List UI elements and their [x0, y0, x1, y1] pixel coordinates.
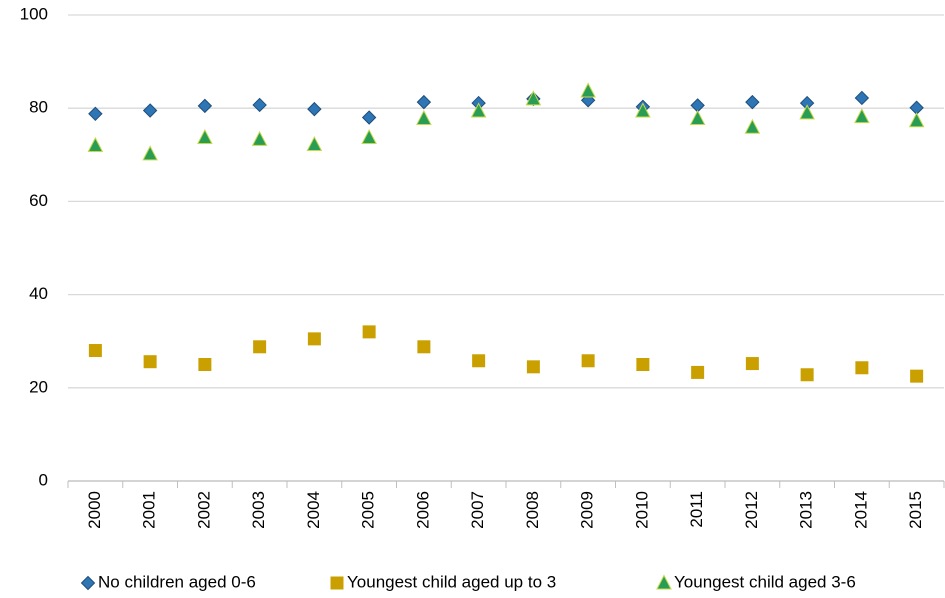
point [198, 358, 212, 371]
point [526, 360, 540, 374]
y-tick-label: 80 [29, 98, 48, 117]
point [307, 332, 321, 346]
point [197, 98, 213, 114]
point [88, 344, 102, 358]
point [362, 325, 376, 339]
point [88, 106, 103, 121]
point [580, 82, 596, 98]
point [799, 104, 815, 120]
point [87, 136, 104, 152]
legend-marker [330, 576, 344, 590]
point [910, 369, 924, 383]
point [691, 365, 705, 379]
x-tick-label: 2002 [194, 491, 213, 529]
x-tick-label: 2006 [413, 491, 432, 529]
point [854, 108, 870, 124]
legend-marker [80, 575, 96, 591]
y-tick-label: 100 [20, 4, 48, 23]
point [745, 94, 760, 110]
point [635, 102, 651, 118]
point [470, 102, 487, 118]
point [472, 354, 486, 368]
point [416, 109, 432, 125]
point [636, 358, 650, 371]
point [417, 340, 431, 354]
x-tick-label: 2011 [687, 491, 706, 528]
x-tick-label: 2014 [851, 491, 870, 529]
point [361, 110, 377, 125]
point [800, 368, 814, 382]
x-tick-label: 2010 [632, 491, 651, 529]
point [253, 340, 267, 354]
point [689, 109, 706, 125]
point [855, 361, 869, 375]
x-tick-label: 2005 [359, 491, 378, 529]
y-tick-label: 20 [29, 377, 48, 396]
x-tick-label: 2012 [742, 491, 761, 529]
point [525, 90, 542, 106]
point [581, 354, 595, 368]
point [252, 97, 267, 113]
x-tick-label: 2008 [523, 491, 542, 529]
y-tick-label: 0 [39, 470, 48, 489]
point [854, 90, 870, 106]
point [908, 112, 925, 128]
x-tick-label: 2001 [140, 491, 159, 529]
x-tick-label: 2009 [578, 491, 597, 529]
x-tick-label: 2003 [249, 491, 268, 529]
x-tick-label: 2013 [797, 491, 816, 529]
point [197, 128, 213, 145]
legend-label: Youngest child aged up to 3 [347, 572, 556, 591]
legend-label: Youngest child aged 3-6 [674, 572, 856, 591]
point [416, 94, 432, 110]
point [361, 128, 377, 145]
y-tick-label: 60 [29, 191, 48, 210]
point [744, 118, 761, 134]
point [306, 135, 323, 152]
point [251, 130, 268, 146]
x-tick-label: 2004 [304, 491, 323, 529]
legend-marker [656, 574, 672, 590]
point [745, 357, 759, 371]
legend-label: No children aged 0-6 [98, 572, 256, 591]
point [307, 101, 322, 117]
point [142, 145, 158, 161]
x-tick-label: 2007 [468, 491, 487, 529]
y-tick-label: 40 [29, 284, 48, 303]
x-tick-label: 2000 [85, 491, 104, 529]
point [142, 103, 158, 118]
point [143, 355, 157, 369]
x-tick-label: 2015 [906, 491, 925, 529]
